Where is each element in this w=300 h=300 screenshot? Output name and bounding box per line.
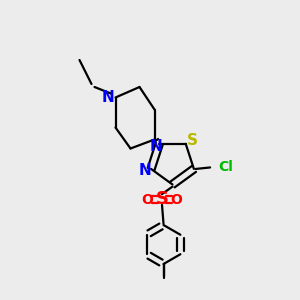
Text: N: N: [150, 139, 162, 154]
Text: N: N: [101, 90, 114, 105]
Text: O: O: [170, 193, 182, 206]
Text: O: O: [142, 193, 154, 206]
Text: N: N: [138, 163, 151, 178]
Text: Cl: Cl: [218, 160, 233, 175]
Text: S: S: [187, 133, 198, 148]
Text: S: S: [155, 190, 169, 208]
